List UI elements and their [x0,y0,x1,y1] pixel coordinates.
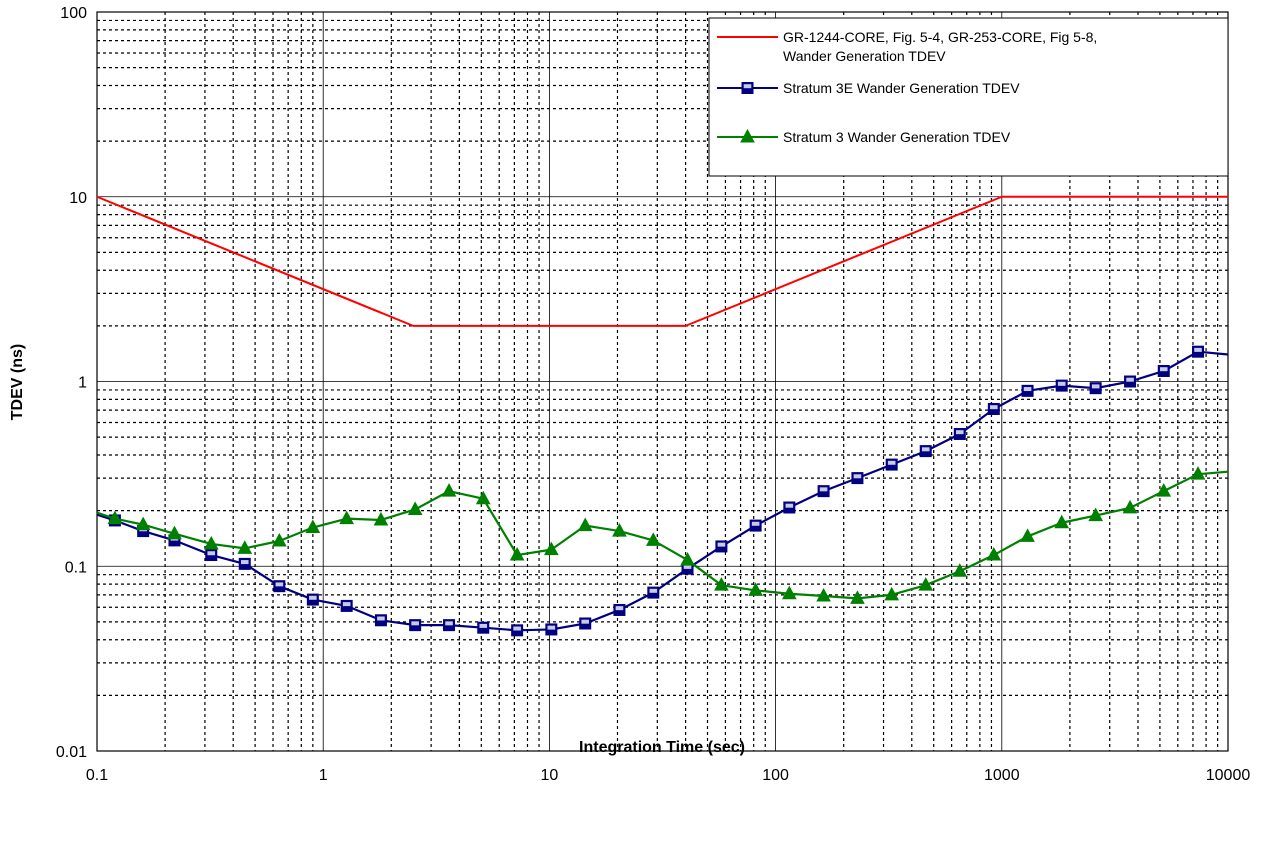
data-point-2-highlight [1023,387,1032,392]
data-point-3 [781,585,797,600]
x-tick-label: 0.1 [86,767,108,784]
data-point-2-highlight [342,602,351,607]
series-line-2 [96,350,1229,632]
y-tick-label: 10 [69,190,87,207]
data-point-2-highlight [547,625,556,630]
data-point-3 [918,577,934,591]
legend-swatch-marker-highlight [743,84,752,89]
data-point-3 [407,501,423,515]
data-point-2-highlight [240,560,249,565]
data-point-2-highlight [1126,377,1134,382]
data-point-3 [816,587,831,602]
data-point-3 [1020,528,1035,542]
x-axis-tick-labels: 0.1 1 10 100 1000 10000 [86,767,1250,784]
data-point-2-highlight [445,621,453,626]
data-point-2-highlight [955,430,964,435]
x-tick-label: 10 [541,767,559,784]
data-point-3 [1156,483,1172,497]
data-point-3 [884,586,900,601]
data-point-3 [167,525,182,540]
legend-swatch-marker [740,128,755,143]
data-point-2-highlight [683,564,692,569]
data-point-3 [612,523,627,537]
legend-label: GR-1244-CORE, Fig. 5-4, GR-253-CORE, Fig… [783,29,1097,45]
data-point-2-highlight [819,487,828,492]
data-point-2-highlight [887,460,896,465]
data-point-3 [272,532,287,547]
x-tick-label: 100 [762,767,789,784]
data-point-2-highlight [1159,367,1168,372]
data-point-2-highlight [921,447,930,452]
data-point-3 [305,519,321,534]
data-point-3 [135,516,151,531]
data-point-3 [1190,466,1206,480]
data-point-3 [441,483,457,497]
series-line-1 [96,195,1228,327]
data-point-3 [544,541,559,556]
data-point-3 [339,510,355,525]
legend-label: Wander Generation TDEV [783,48,946,64]
data-point-2-highlight [479,623,488,628]
data-point-3 [373,511,389,526]
series-line-3 [96,470,1229,600]
data-point-3 [986,546,1002,561]
data-point-3 [1054,514,1070,529]
data-point-2-highlight [615,606,624,611]
series-2 [96,345,1229,637]
legend-box [708,17,1229,177]
data-point-2-highlight [581,619,590,624]
data-point-3 [577,517,593,532]
data-point-2-highlight [649,588,658,593]
data-point-3 [1122,499,1138,514]
x-axis-title: Integration Time (sec) [579,739,745,756]
y-tick-label: 100 [60,5,87,22]
data-point-2-highlight [275,582,284,587]
data-point-3 [203,535,219,550]
legend-label: Stratum 3E Wander Generation TDEV [783,80,1020,96]
data-point-2-highlight [513,626,521,631]
data-point-2-highlight [411,621,419,626]
x-tick-label: 1000 [984,767,1020,784]
y-tick-label: 0.01 [56,744,87,761]
series-1 [96,195,1228,327]
series-3 [96,466,1229,604]
data-point-2-highlight [309,595,317,600]
data-point-3 [680,552,695,566]
series-layer [96,195,1229,637]
x-tick-label: 10000 [1206,767,1251,784]
data-point-2-highlight [853,474,862,479]
data-point-3 [645,532,661,546]
legend-label: Stratum 3 Wander Generation TDEV [783,129,1011,145]
data-point-3 [748,582,763,596]
plot-area-frame [96,11,1229,752]
data-point-2-highlight [751,521,760,526]
legend: GR-1244-CORE, Fig. 5-4, GR-253-CORE, Fig… [708,17,1229,177]
data-point-3 [952,563,968,577]
legend-entries: GR-1244-CORE, Fig. 5-4, GR-253-CORE, Fig… [717,29,1097,145]
data-point-2-highlight [990,405,998,410]
data-point-3 [237,540,253,554]
data-point-2-highlight [377,616,385,621]
data-point-2-highlight [1091,384,1100,389]
x-tick-label: 1 [319,767,328,784]
y-tick-label: 1 [78,375,87,392]
y-axis-tick-labels: 0.01 0.1 1 10 100 [56,5,87,761]
data-point-3 [475,490,491,505]
y-tick-label: 0.1 [65,559,87,576]
data-point-3 [107,510,123,525]
data-point-2-highlight [1057,381,1066,386]
data-point-3 [850,590,865,604]
data-point-2-highlight [207,551,216,556]
y-axis-title: TDEV (ns) [9,344,26,420]
data-point-2-highlight [717,542,726,547]
data-point-3 [1088,507,1104,522]
data-point-2-highlight [785,503,794,508]
data-point-3 [714,577,729,591]
data-point-3 [509,546,525,561]
data-point-2-highlight [1194,347,1202,352]
